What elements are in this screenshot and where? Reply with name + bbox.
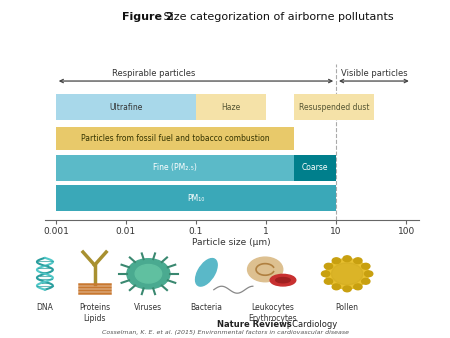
Circle shape <box>362 279 370 284</box>
Circle shape <box>354 284 362 290</box>
Text: Proteins
Lipids: Proteins Lipids <box>79 303 110 323</box>
Circle shape <box>354 258 362 264</box>
Circle shape <box>343 286 351 292</box>
Circle shape <box>324 279 333 284</box>
Ellipse shape <box>270 274 296 286</box>
Circle shape <box>331 263 363 285</box>
Text: Figure 2: Figure 2 <box>122 12 173 22</box>
Text: DNA: DNA <box>36 303 54 312</box>
Bar <box>56 126 294 150</box>
Bar <box>56 94 196 120</box>
Text: PM₁₀: PM₁₀ <box>187 194 205 202</box>
Bar <box>56 185 336 211</box>
Text: Visible particles: Visible particles <box>341 69 407 77</box>
Text: Cosselman, K. E. et al. (2015) Environmental factors in cardiovascular disease: Cosselman, K. E. et al. (2015) Environme… <box>102 330 348 335</box>
Circle shape <box>332 258 341 264</box>
Bar <box>196 94 266 120</box>
Text: Viruses: Viruses <box>135 303 162 312</box>
Ellipse shape <box>196 259 217 286</box>
Text: Bacteria: Bacteria <box>190 303 222 312</box>
Text: | Cardiology: | Cardiology <box>284 320 337 330</box>
Text: Respirable particles: Respirable particles <box>112 69 195 77</box>
Circle shape <box>321 271 330 277</box>
X-axis label: Particle size (μm): Particle size (μm) <box>193 238 271 247</box>
Text: Fine (PM₂.₅): Fine (PM₂.₅) <box>153 163 197 172</box>
Ellipse shape <box>276 277 290 283</box>
Circle shape <box>135 265 162 283</box>
Text: Leukocytes
Erythrocytes: Leukocytes Erythrocytes <box>248 303 297 323</box>
Text: Resuspended dust: Resuspended dust <box>299 102 369 112</box>
Bar <box>294 94 374 120</box>
Text: Particles from fossil fuel and tobacco combustion: Particles from fossil fuel and tobacco c… <box>81 134 269 143</box>
Circle shape <box>324 263 333 269</box>
Bar <box>56 155 294 181</box>
Text: Ultrafine: Ultrafine <box>109 102 143 112</box>
Circle shape <box>332 284 341 290</box>
Text: Nature Reviews: Nature Reviews <box>217 320 292 330</box>
Text: Size categorization of airborne pollutants: Size categorization of airborne pollutan… <box>160 12 393 22</box>
Circle shape <box>127 259 170 289</box>
Circle shape <box>364 271 373 277</box>
Text: Pollen: Pollen <box>336 303 359 312</box>
Bar <box>294 155 336 181</box>
Text: Coarse: Coarse <box>302 163 328 172</box>
Circle shape <box>326 259 369 289</box>
Circle shape <box>362 263 370 269</box>
Ellipse shape <box>248 257 283 282</box>
Text: Nat. Rev. Cardiol. doi:10.1038/nrcardio.2015.152: Nat. Rev. Cardiol. doi:10.1038/nrcardio.… <box>148 337 302 338</box>
Text: Haze: Haze <box>221 102 241 112</box>
Circle shape <box>343 256 351 262</box>
